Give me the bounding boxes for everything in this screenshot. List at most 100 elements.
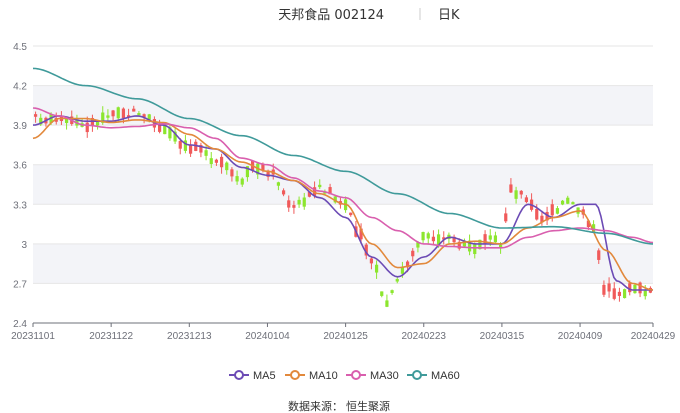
candle-body [535,208,539,220]
candle-body [400,267,405,274]
candle-body [106,115,110,118]
candle-body [416,242,420,248]
candle-body [571,202,575,205]
candle-body [281,190,286,195]
candle-body [607,283,611,292]
candle-body [318,184,322,188]
candle-body [483,234,487,244]
candle-body [214,159,219,163]
x-tick-label: 20240223 [402,331,447,342]
candle-body [137,113,141,116]
legend-label-ma10: MA10 [309,370,338,382]
candle-body [126,115,131,118]
candle-body [493,235,498,243]
candle-body [178,141,182,149]
candle-body [488,235,492,240]
candle-body [111,110,115,117]
candle-body [638,282,642,294]
plot-bands [33,85,653,284]
candle-body [287,200,291,208]
chart-title: 天邦食品 002124 [278,7,384,23]
candle-body [442,237,446,240]
candle-body [395,279,399,282]
candle-body [426,233,430,239]
legend-label-ma60: MA60 [431,370,460,382]
candle-body [276,182,281,186]
candle-body [390,290,394,294]
candle-body [364,244,368,256]
y-tick-label: 4.5 [13,42,27,53]
candle-body [457,241,461,249]
candle-body [261,163,265,171]
candle-body [121,108,126,119]
candle-body [467,240,472,252]
candle-body [240,178,244,185]
candle-body [183,140,188,151]
candle-body [566,197,570,204]
candle-body [245,166,250,178]
candle-body [312,187,317,196]
candle-body [612,288,616,299]
candle-body [385,300,389,307]
chart-period: 日K [438,8,460,23]
candle-body [560,200,565,205]
y-tick-label: 4.2 [13,82,27,93]
candle-body [514,190,518,199]
y-tick-label: 3.6 [13,161,27,172]
ma-line-ma10 [32,117,654,291]
candle-body [359,228,363,240]
x-tick-label: 20231213 [167,331,212,342]
source-name: 恒生聚源 [346,399,390,413]
candle-body [628,283,632,293]
candle-body [116,107,120,119]
candle-body [643,290,647,297]
plot-band [33,243,653,284]
candle-body [173,131,177,142]
candle-body [555,208,560,214]
legend-marker-ma60 [412,370,422,380]
candle-body [85,122,89,133]
candle-body [157,123,162,132]
candle-body [333,196,337,203]
moving-average-lines [32,67,654,291]
candle-body [163,124,167,135]
candle-body [524,197,529,203]
y-axis-ticks: 4.5 4.2 3.9 3.6 3.3 3 2.7 2.4 [13,42,27,330]
candle-body [349,212,353,216]
candle-body [307,191,312,197]
candle-body [219,156,224,168]
legend: MA5 MA10 MA30 MA60 [229,370,460,382]
x-tick-label: 20240409 [558,331,603,342]
candle-body [462,240,467,247]
candle-body [602,284,606,295]
candle-body [235,176,239,182]
candle-body [39,117,43,125]
candle-body [266,170,270,177]
y-tick-label: 3.3 [13,200,27,211]
candle-body [204,150,208,156]
candle-body [540,215,544,223]
y-tick-label: 2.4 [13,319,27,330]
candle-body [421,232,425,241]
candle-body [101,112,105,123]
candle-body [95,121,100,126]
legend-marker-ma10 [290,370,300,380]
candle-body [591,224,596,232]
candle-body [142,114,146,117]
ma-line-ma5 [32,115,653,291]
x-axis: 20231101 20231122 20231213 20240104 20240125… [11,322,676,342]
x-tick-label: 20240315 [480,331,525,342]
candle-body [550,204,554,216]
candle-body [168,127,172,139]
candle-body [33,114,38,117]
candle-body [622,289,627,299]
candle-body [297,199,301,205]
ma-line-ma30 [32,107,654,249]
candle-body [328,187,332,195]
candle-body [519,190,523,195]
y-tick-label: 3 [21,240,27,251]
x-tick-label: 20231122 [89,331,133,342]
candle-body [369,258,374,264]
candle-body [292,205,296,208]
